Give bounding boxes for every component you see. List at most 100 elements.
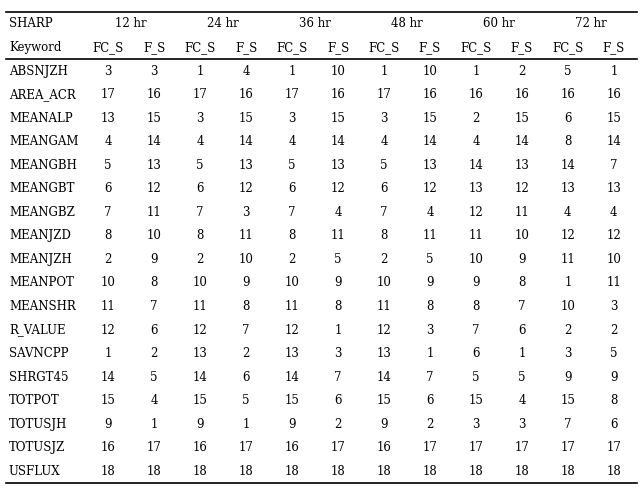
Text: 11: 11 [285,300,300,313]
Text: 1: 1 [104,347,112,360]
Text: MEANJZD: MEANJZD [9,229,71,243]
Text: 12: 12 [193,323,207,337]
Text: 9: 9 [196,418,204,431]
Text: 4: 4 [196,135,204,148]
Text: 5: 5 [288,159,296,172]
Text: 14: 14 [468,159,483,172]
Text: 9: 9 [150,253,158,266]
Text: 17: 17 [606,441,621,454]
Text: 17: 17 [515,441,529,454]
Text: 15: 15 [147,112,161,125]
Text: 13: 13 [468,182,483,195]
Text: 14: 14 [515,135,529,148]
Text: 15: 15 [331,112,346,125]
Text: 9: 9 [243,277,250,289]
Text: MEANSHR: MEANSHR [9,300,76,313]
Text: 10: 10 [100,277,116,289]
Text: 18: 18 [561,465,575,478]
Text: 7: 7 [564,418,572,431]
Text: 11: 11 [561,253,575,266]
Text: 12: 12 [468,206,483,219]
Text: 18: 18 [515,465,529,478]
Text: 9: 9 [334,277,342,289]
Text: 4: 4 [334,206,342,219]
Text: 12: 12 [607,229,621,243]
Text: 7: 7 [426,371,434,384]
Text: 9: 9 [610,371,618,384]
Text: 15: 15 [239,112,253,125]
Text: 5: 5 [104,159,112,172]
Text: FC_S: FC_S [184,41,216,54]
Text: 6: 6 [334,394,342,407]
Text: 8: 8 [334,300,342,313]
Text: 14: 14 [561,159,575,172]
Text: 18: 18 [239,465,253,478]
Text: 18: 18 [147,465,161,478]
Text: 10: 10 [285,277,300,289]
Text: 1: 1 [289,65,296,77]
Text: 18: 18 [468,465,483,478]
Text: 10: 10 [515,229,529,243]
Text: 14: 14 [331,135,346,148]
Text: 17: 17 [376,88,392,101]
Text: 16: 16 [100,441,116,454]
Text: 14: 14 [147,135,161,148]
Text: 3: 3 [610,300,618,313]
Text: 14: 14 [239,135,253,148]
Text: 72 hr: 72 hr [575,18,607,31]
Text: 16: 16 [515,88,529,101]
Text: 13: 13 [239,159,253,172]
Text: 17: 17 [468,441,483,454]
Text: 4: 4 [426,206,434,219]
Text: 13: 13 [331,159,346,172]
Text: 13: 13 [561,182,575,195]
Text: 7: 7 [288,206,296,219]
Text: 3: 3 [288,112,296,125]
Text: ABSNJZH: ABSNJZH [9,65,68,77]
Text: 17: 17 [147,441,161,454]
Text: 10: 10 [239,253,253,266]
Text: 8: 8 [243,300,250,313]
Text: 7: 7 [243,323,250,337]
Text: 17: 17 [239,441,253,454]
Text: 3: 3 [104,65,112,77]
Text: 10: 10 [561,300,575,313]
Text: 13: 13 [147,159,161,172]
Text: 6: 6 [243,371,250,384]
Text: 13: 13 [606,182,621,195]
Text: 12: 12 [101,323,116,337]
Text: 11: 11 [193,300,207,313]
Text: 16: 16 [193,441,207,454]
Text: F_S: F_S [235,41,257,54]
Text: 5: 5 [150,371,158,384]
Text: 17: 17 [285,88,300,101]
Text: 12: 12 [147,182,161,195]
Text: 15: 15 [193,394,207,407]
Text: 12: 12 [285,323,300,337]
Text: 8: 8 [426,300,434,313]
Text: 3: 3 [518,418,525,431]
Text: 15: 15 [606,112,621,125]
Text: 6: 6 [380,182,388,195]
Text: 2: 2 [289,253,296,266]
Text: 18: 18 [422,465,437,478]
Text: 15: 15 [561,394,575,407]
Text: 60 hr: 60 hr [483,18,515,31]
Text: 3: 3 [334,347,342,360]
Text: 10: 10 [422,65,437,77]
Text: 17: 17 [193,88,207,101]
Text: 1: 1 [150,418,158,431]
Text: 8: 8 [104,229,112,243]
Text: 9: 9 [104,418,112,431]
Text: 17: 17 [561,441,575,454]
Text: 8: 8 [610,394,618,407]
Text: 10: 10 [147,229,161,243]
Text: 5: 5 [243,394,250,407]
Text: 5: 5 [518,371,525,384]
Text: 15: 15 [468,394,483,407]
Text: 3: 3 [426,323,434,337]
Text: 2: 2 [472,112,479,125]
Text: 8: 8 [564,135,572,148]
Text: 6: 6 [150,323,158,337]
Text: 6: 6 [426,394,434,407]
